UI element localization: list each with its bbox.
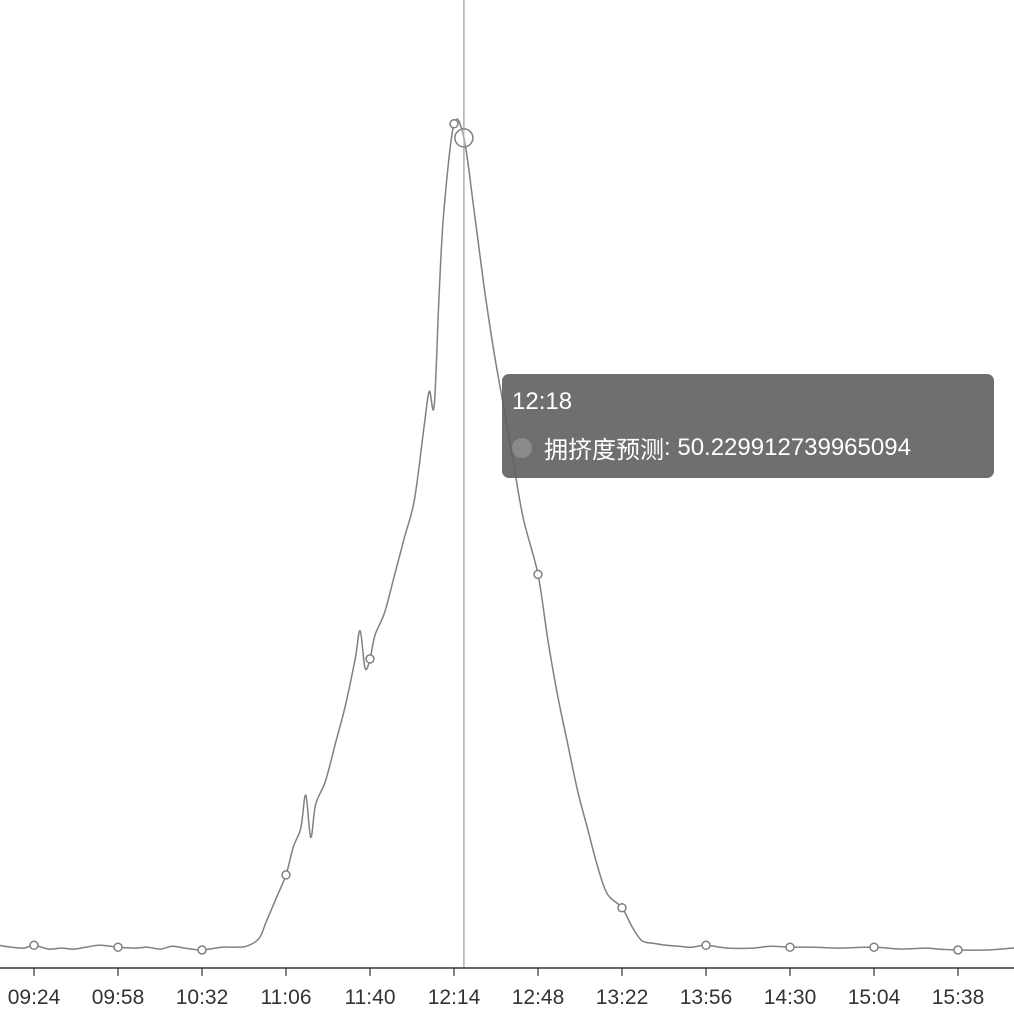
series-marker (197, 945, 207, 955)
tooltip-series-dot (512, 437, 532, 458)
x-tick-label: 12:14 (428, 986, 481, 1009)
tooltip-series-label: 拥挤度预测 (544, 437, 664, 464)
series-marker (113, 942, 123, 952)
x-tick-label: 11:40 (345, 986, 396, 1009)
tooltip-separator: : (664, 433, 678, 461)
x-axis-ticks: 09:24 09:58 10:32 11:06 11:40 12:14 12:48 13:22… (8, 968, 985, 1009)
x-tick-label: 10:32 (176, 986, 229, 1009)
series-marker (953, 945, 963, 955)
x-tick-label: 14:30 (764, 986, 817, 1009)
x-tick-label: 09:58 (92, 986, 145, 1009)
series-marker (701, 940, 711, 951)
tooltip-time: 12:18 (512, 388, 573, 415)
series-marker (869, 942, 879, 952)
x-tick-label: 15:04 (848, 986, 901, 1009)
hover-point (454, 128, 474, 148)
x-tick-label: 13:22 (596, 986, 649, 1009)
tooltip: 12:18 拥挤度预测: 50.229912739965094 (502, 374, 994, 478)
x-tick-label: 15:38 (932, 986, 985, 1009)
series-marker (785, 942, 795, 952)
series-marker (449, 119, 459, 129)
series-line (0, 118, 1014, 951)
hover-point-circle (454, 128, 474, 148)
series-markers (29, 119, 963, 955)
series-marker (29, 940, 39, 951)
series-marker (365, 654, 375, 664)
tooltip-value: 50.229912739965094 (677, 433, 911, 461)
series-marker (617, 903, 627, 913)
x-tick-label: 12:48 (512, 986, 565, 1009)
x-tick-label: 13:56 (680, 986, 733, 1009)
x-tick-label: 11:06 (261, 986, 312, 1009)
tooltip-row: 拥挤度预测: 50.229912739965094 (512, 430, 911, 465)
x-tick-label: 09:24 (8, 986, 61, 1009)
series-marker (281, 870, 291, 880)
series-marker (533, 569, 543, 580)
